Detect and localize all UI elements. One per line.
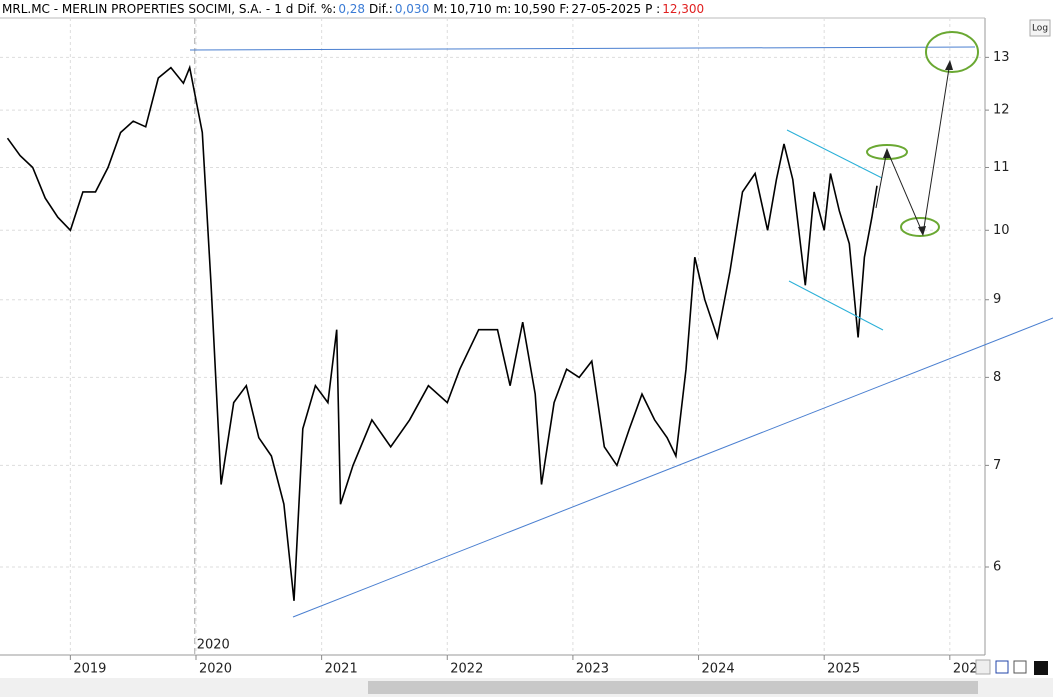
- y-tick-label: 11: [993, 160, 1010, 175]
- x-tick-label: 2024: [702, 662, 735, 677]
- save-icon[interactable]: [995, 660, 1009, 674]
- trend-line: [189, 46, 976, 51]
- x-tick-label: 2023: [576, 662, 609, 677]
- field-label: P :: [645, 2, 661, 16]
- field-label: M:: [433, 2, 448, 16]
- y-tick-label: 7: [993, 458, 1001, 473]
- x-tick-label: 2025: [827, 662, 860, 677]
- arrowhead: [945, 60, 953, 70]
- x-tick-label: 2020: [199, 662, 232, 677]
- field-value: 0,030: [394, 2, 430, 16]
- channel-line: [786, 129, 883, 179]
- target-ellipse: [866, 144, 908, 160]
- x-tick-label: 2019: [73, 662, 106, 677]
- y-tick-label: 8: [993, 370, 1001, 385]
- x-tick-label: 2021: [325, 662, 358, 677]
- scroll-button[interactable]: [975, 659, 991, 675]
- arrowhead: [918, 226, 926, 236]
- field-label: F:: [559, 2, 570, 16]
- y-tick-label: 6: [993, 559, 1001, 574]
- pin-icon[interactable]: [1013, 660, 1027, 674]
- field-label: Dif.:: [369, 2, 393, 16]
- color-icon[interactable]: [1034, 661, 1048, 675]
- log-button-label: Log: [1032, 24, 1048, 34]
- x-tick-label: 2022: [450, 662, 483, 677]
- scroll-thumb[interactable]: [368, 681, 978, 694]
- field-value: 0,28: [338, 2, 366, 16]
- log-button[interactable]: [1029, 19, 1051, 37]
- drawings: [189, 31, 1053, 618]
- field-value: 27-05-2025: [571, 2, 642, 16]
- target-ellipse: [900, 217, 940, 237]
- field-value: 12,300: [662, 2, 705, 16]
- symbol: MRL.MC - MERLIN PROPERTIES SOCIMI, S.A. …: [2, 2, 271, 16]
- field-value: 10,710: [449, 2, 492, 16]
- trend-line: [292, 317, 1053, 618]
- field-label: Dif. %:: [297, 2, 337, 16]
- x-tick-label: 202: [953, 662, 978, 677]
- field-label: m:: [495, 2, 512, 16]
- arrowhead: [883, 148, 891, 158]
- projection-arrow: [875, 61, 951, 236]
- y-tick-label: 10: [993, 223, 1010, 238]
- target-ellipse: [925, 31, 979, 73]
- field-value: 10,590: [513, 2, 556, 16]
- channel-line: [788, 280, 884, 331]
- period: 1 d: [274, 2, 294, 16]
- cursor-label: 2020: [197, 638, 230, 653]
- y-tick-label: 12: [993, 103, 1010, 118]
- price-line: [6, 64, 878, 601]
- y-tick-label: 9: [993, 292, 1001, 307]
- header: MRL.MC - MERLIN PROPERTIES SOCIMI, S.A. …: [2, 2, 712, 16]
- y-tick-label: 13: [993, 50, 1010, 65]
